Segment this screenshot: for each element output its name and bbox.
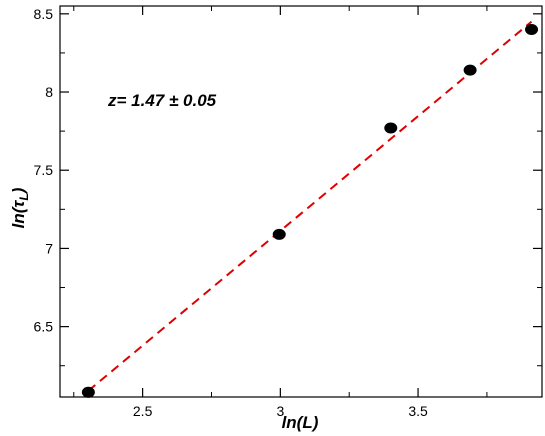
- y-axis-title-close: ): [9, 187, 28, 195]
- y-tick-label: 7.5: [34, 162, 54, 178]
- exponent-annotation: z= 1.47 ± 0.05: [107, 91, 217, 110]
- y-tick-label: 6.5: [34, 319, 54, 335]
- data-point: [272, 228, 286, 240]
- y-tick-label: 8: [45, 84, 53, 100]
- x-axis-title: ln(L): [282, 413, 319, 432]
- y-axis-title-sub: L: [17, 193, 31, 200]
- data-point: [384, 122, 398, 134]
- y-axis-title-base: ln(: [9, 205, 28, 228]
- x-tick-label: 3.5: [408, 403, 428, 419]
- data-point: [525, 23, 539, 35]
- data-point: [463, 64, 477, 76]
- fit-line: [87, 20, 533, 392]
- x-tick-label: 3: [276, 403, 284, 419]
- y-axis-title: ln(τL): [9, 187, 31, 228]
- y-axis-title-greek: τ: [9, 200, 28, 208]
- plot-frame: [59, 5, 543, 398]
- y-tick-label: 8.5: [34, 6, 54, 22]
- data-points: [81, 23, 539, 398]
- axis-ticks: 2.5 3 3.5 6.5 7 7.5 8 8.5: [34, 6, 542, 419]
- x-tick-label: 2.5: [133, 403, 153, 419]
- data-point: [81, 386, 95, 398]
- y-tick-label: 7: [45, 240, 53, 256]
